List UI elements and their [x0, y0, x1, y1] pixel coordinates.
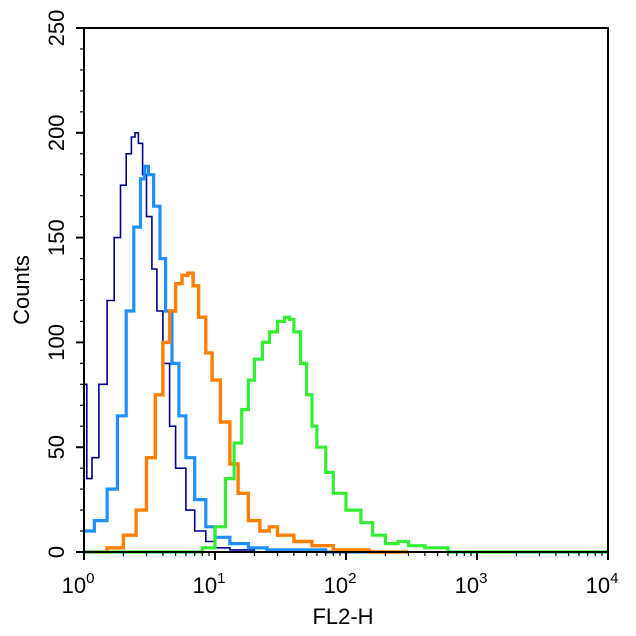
y-tick-label: 250 [44, 10, 69, 47]
x-tick-label: 103 [455, 570, 488, 598]
series-line-4 [84, 315, 608, 554]
series-line-1 [84, 132, 256, 552]
ticks-layer: 100 101 102 103 104 0 50 100 150 200 250 [44, 10, 618, 598]
x-tick-label: 102 [324, 570, 357, 598]
y-axis-title: Counts [9, 255, 34, 325]
series-line-3 [84, 271, 409, 554]
x-tick-label: 101 [193, 570, 226, 598]
series-layer [84, 132, 608, 554]
y-tick-label: 0 [44, 546, 69, 558]
y-tick-label: 100 [44, 324, 69, 361]
y-tick-label: 150 [44, 219, 69, 256]
plot-frame [83, 27, 609, 553]
x-tick-label: 104 [586, 570, 619, 598]
x-tick-label: 100 [62, 570, 95, 598]
y-tick-label: 200 [44, 114, 69, 151]
y-tick-label: 50 [44, 435, 69, 459]
x-axis-title: FL2-H [312, 604, 373, 629]
